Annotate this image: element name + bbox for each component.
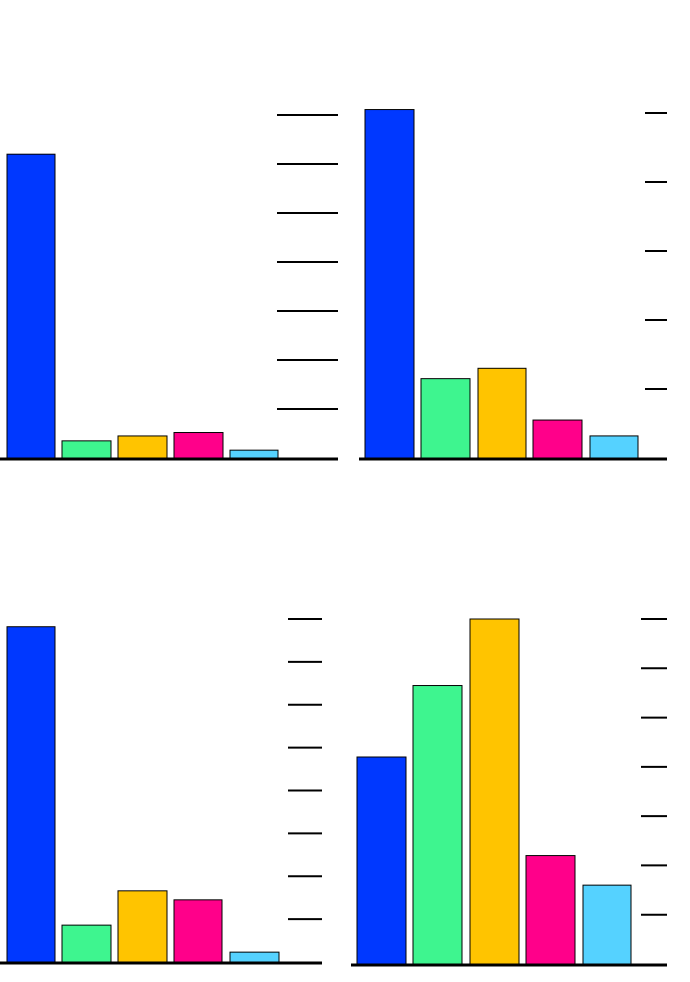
bar-d [532, 419, 583, 459]
bar-c [477, 367, 527, 459]
chart-panel-top-left [0, 114, 338, 461]
bar-a [364, 109, 415, 459]
chart-panel-bottom-right [351, 618, 667, 967]
bar-b [61, 924, 112, 963]
bar-b [412, 685, 463, 965]
bar-d [173, 432, 224, 459]
bar-e [229, 951, 280, 963]
bar-d [525, 855, 576, 965]
bar-c [469, 618, 520, 965]
bar-d [173, 899, 223, 963]
chart-panel-top-right [359, 109, 667, 461]
bar-c [117, 435, 168, 459]
bar-e [229, 449, 279, 459]
bar-e [582, 884, 632, 965]
chart-panel-bottom-left [0, 618, 322, 965]
bar-a [6, 626, 56, 963]
bar-a [356, 756, 407, 965]
bar-a [6, 153, 56, 459]
bar-b [61, 440, 112, 459]
bar-c [117, 890, 168, 963]
bar-e [589, 435, 639, 459]
bar-b [420, 378, 471, 459]
